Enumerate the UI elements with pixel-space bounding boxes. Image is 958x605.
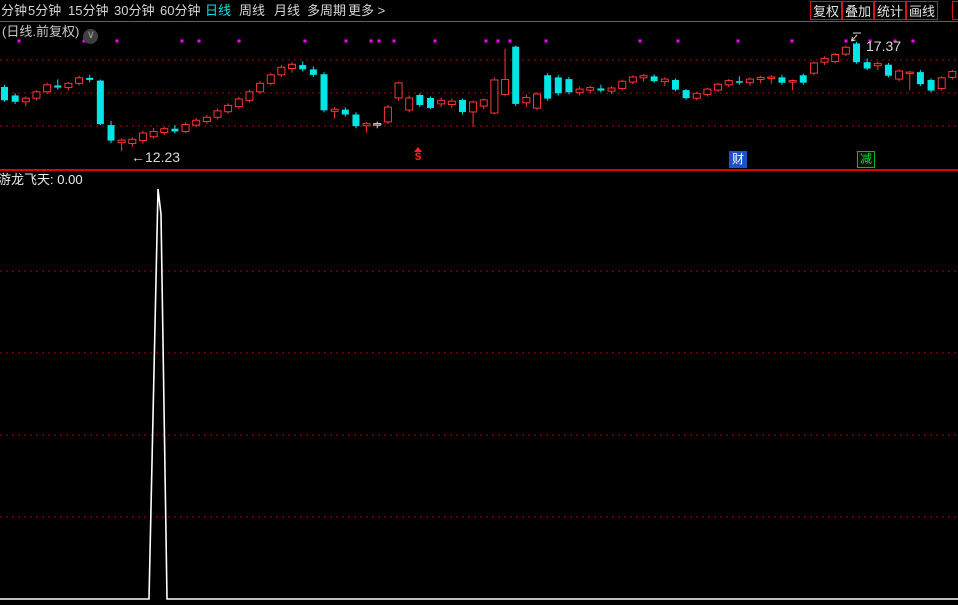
clipped-button[interactable] bbox=[952, 1, 958, 20]
toolbar-button-1[interactable]: 叠加 bbox=[842, 1, 874, 20]
period-tab-3[interactable]: 30分钟 bbox=[114, 3, 155, 18]
period-tab-4[interactable]: 60分钟 bbox=[160, 3, 201, 18]
period-tab-6[interactable]: 周线 bbox=[239, 3, 266, 18]
period-toolbar: 分钟 5分钟 15分钟 30分钟 60分钟 日线 周线 月线 多周期 更多 > bbox=[0, 0, 958, 22]
reduce-holding-badge[interactable]: 减 bbox=[857, 151, 875, 168]
indicator-line bbox=[0, 188, 958, 600]
event-dots-layer bbox=[17, 39, 915, 43]
indicator-label: 游龙飞天: 0.00 bbox=[0, 172, 83, 187]
low-price-label: ←12.23 bbox=[131, 149, 180, 165]
period-tab-8[interactable]: 多周期 bbox=[307, 3, 347, 18]
period-tab-2[interactable]: 15分钟 bbox=[68, 3, 109, 18]
panel-separator bbox=[0, 169, 958, 171]
toolbar-underline bbox=[0, 21, 958, 22]
chart-header: (日线.前复权) ∨ bbox=[2, 23, 99, 44]
toolbar-button-0[interactable]: 复权 bbox=[810, 1, 842, 20]
price-grid-layer bbox=[0, 59, 958, 127]
toolbar-button-3[interactable]: 画线 bbox=[906, 1, 938, 20]
indicator-grid-layer bbox=[0, 270, 958, 518]
period-tab-7[interactable]: 月线 bbox=[274, 3, 301, 18]
indicator-panel[interactable] bbox=[0, 172, 958, 605]
period-tab-9[interactable]: 更多 > bbox=[348, 3, 386, 18]
candlestick-panel[interactable]: 17.37 ←12.23 bbox=[0, 23, 958, 169]
chart-title: (日线.前复权) bbox=[2, 24, 80, 39]
toolbar-button-2[interactable]: 统计 bbox=[874, 1, 906, 20]
high-pointer-icon bbox=[851, 32, 861, 42]
period-tab-1[interactable]: 5分钟 bbox=[28, 3, 62, 18]
up-triangle-icon bbox=[414, 147, 422, 152]
chevron-down-icon[interactable]: ∨ bbox=[83, 29, 99, 44]
period-tab-5[interactable]: 日线 bbox=[205, 3, 232, 18]
period-tab-0[interactable]: 分钟 bbox=[1, 3, 28, 18]
share-change-label: S bbox=[414, 152, 422, 164]
high-price-label: 17.37 bbox=[866, 38, 901, 54]
share-change-marker[interactable]: S bbox=[411, 147, 425, 164]
candles-layer bbox=[1, 42, 957, 151]
indicator-value: 0.00 bbox=[57, 172, 83, 187]
finance-badge[interactable]: 财 bbox=[729, 151, 747, 168]
